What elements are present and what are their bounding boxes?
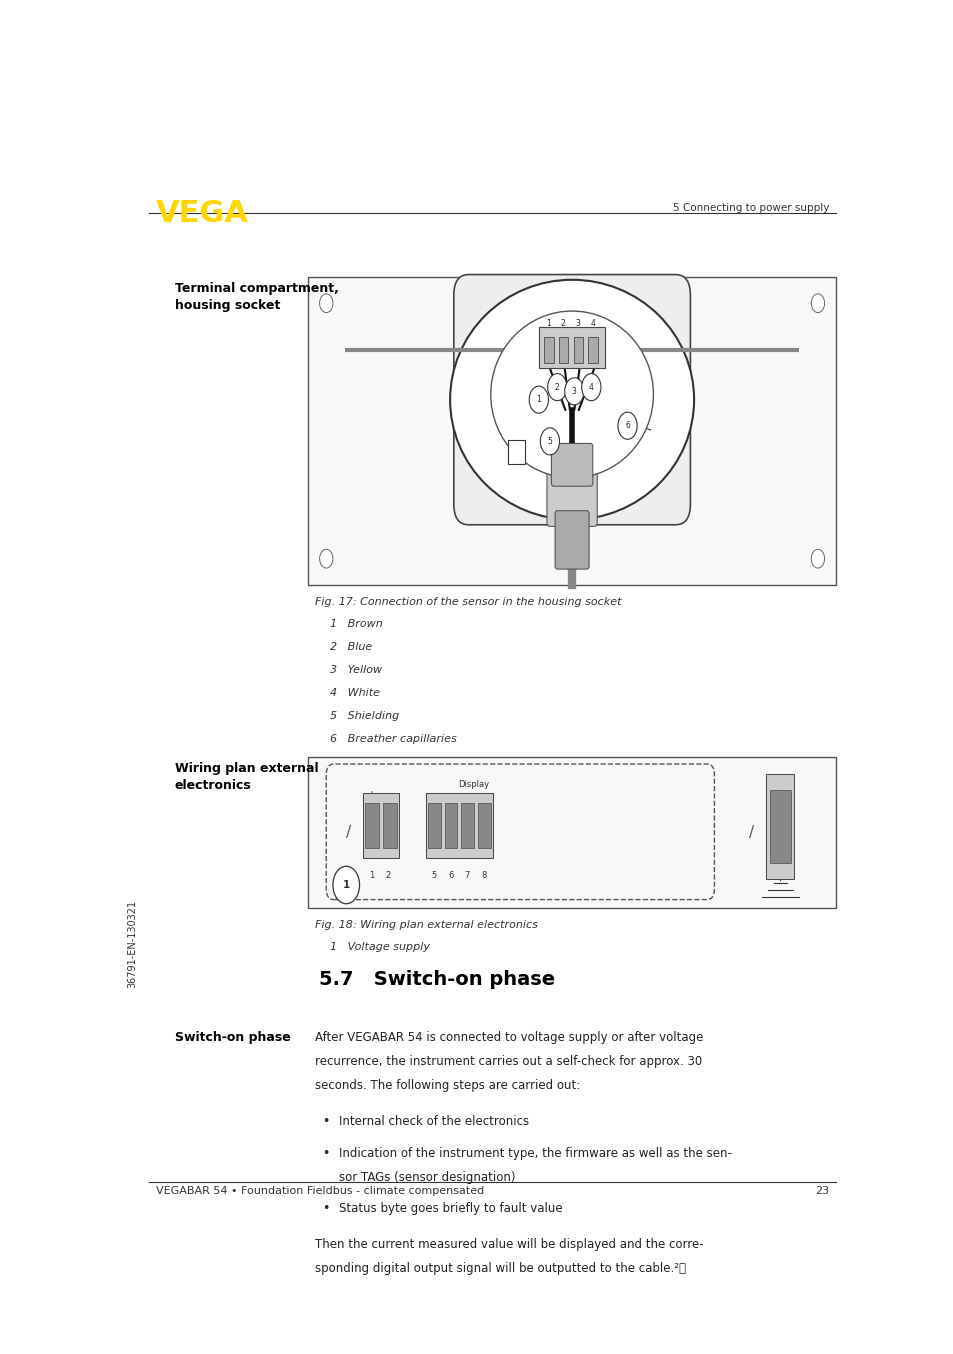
Text: 2: 2 [555, 383, 559, 391]
Text: 3   Yellow: 3 Yellow [330, 665, 382, 676]
Text: 6: 6 [448, 872, 453, 880]
Text: 6: 6 [624, 421, 629, 431]
FancyBboxPatch shape [428, 803, 440, 848]
Text: •: • [322, 1202, 330, 1215]
FancyBboxPatch shape [363, 793, 398, 858]
Text: Wiring plan external
electronics: Wiring plan external electronics [174, 762, 318, 792]
FancyBboxPatch shape [543, 337, 553, 363]
FancyBboxPatch shape [573, 337, 582, 363]
Text: 1   Voltage supply: 1 Voltage supply [330, 942, 430, 952]
Text: 4: 4 [588, 383, 593, 391]
Text: 1: 1 [545, 320, 550, 328]
Text: recurrence, the instrument carries out a self-check for approx. 30: recurrence, the instrument carries out a… [314, 1055, 701, 1068]
Circle shape [539, 428, 559, 455]
Text: 3: 3 [571, 387, 577, 395]
Text: 5: 5 [547, 437, 552, 445]
Circle shape [564, 378, 583, 405]
Text: −: − [384, 791, 392, 800]
FancyBboxPatch shape [765, 774, 794, 879]
Text: 5   Shielding: 5 Shielding [330, 711, 398, 720]
Ellipse shape [490, 311, 653, 478]
Text: 1: 1 [536, 395, 540, 403]
Text: /: / [346, 825, 351, 839]
Text: 2: 2 [385, 872, 391, 880]
FancyBboxPatch shape [546, 460, 597, 527]
Text: 5.7   Switch-on phase: 5.7 Switch-on phase [318, 971, 555, 990]
FancyBboxPatch shape [454, 275, 690, 525]
Text: VEGABAR 54 • Foundation Fieldbus - climate compensated: VEGABAR 54 • Foundation Fieldbus - clima… [156, 1186, 484, 1197]
Text: 3: 3 [575, 320, 579, 328]
Text: 4   White: 4 White [330, 688, 379, 697]
Text: sor TAGs (sensor designation): sor TAGs (sensor designation) [338, 1171, 515, 1183]
Text: /: / [748, 825, 753, 839]
Text: Indication of the instrument type, the firmware as well as the sen-: Indication of the instrument type, the f… [338, 1147, 731, 1159]
Text: 36791-EN-130321: 36791-EN-130321 [128, 900, 137, 988]
Text: After VEGABAR 54 is connected to voltage supply or after voltage: After VEGABAR 54 is connected to voltage… [314, 1030, 702, 1044]
Text: 1: 1 [342, 880, 350, 890]
Circle shape [319, 550, 333, 569]
Text: 23: 23 [814, 1186, 828, 1197]
Text: 1: 1 [369, 872, 374, 880]
Text: 7: 7 [464, 872, 470, 880]
FancyBboxPatch shape [769, 791, 790, 862]
Text: Status byte goes briefly to fault value: Status byte goes briefly to fault value [338, 1202, 562, 1215]
FancyBboxPatch shape [365, 803, 378, 848]
Circle shape [547, 374, 566, 401]
FancyBboxPatch shape [558, 337, 568, 363]
Text: VEGA: VEGA [156, 199, 249, 227]
Text: 8: 8 [481, 872, 486, 880]
FancyBboxPatch shape [588, 337, 598, 363]
FancyBboxPatch shape [308, 757, 836, 909]
Text: 6   Breather capillaries: 6 Breather capillaries [330, 734, 456, 743]
Text: sponding digital output signal will be outputted to the cable.²⧩: sponding digital output signal will be o… [314, 1262, 685, 1275]
Text: 4: 4 [590, 320, 595, 328]
Text: seconds. The following steps are carried out:: seconds. The following steps are carried… [314, 1079, 579, 1091]
Text: +: + [367, 791, 375, 800]
Text: 5 Connecting to power supply: 5 Connecting to power supply [672, 203, 828, 213]
Circle shape [810, 294, 823, 313]
FancyBboxPatch shape [383, 803, 396, 848]
Text: 2   Blue: 2 Blue [330, 642, 372, 653]
Text: Switch-on phase: Switch-on phase [174, 1030, 290, 1044]
Circle shape [319, 294, 333, 313]
Text: Terminal compartment,
housing socket: Terminal compartment, housing socket [174, 283, 338, 313]
FancyBboxPatch shape [551, 444, 592, 486]
FancyBboxPatch shape [308, 278, 836, 585]
Text: 1   Brown: 1 Brown [330, 619, 382, 630]
FancyBboxPatch shape [426, 793, 492, 858]
FancyBboxPatch shape [444, 803, 456, 848]
Circle shape [810, 550, 823, 569]
Text: Fig. 17: Connection of the sensor in the housing socket: Fig. 17: Connection of the sensor in the… [314, 597, 621, 607]
Text: •: • [322, 1116, 330, 1128]
Ellipse shape [450, 280, 694, 520]
Text: Then the current measured value will be displayed and the corre-: Then the current measured value will be … [314, 1239, 703, 1251]
Circle shape [618, 412, 637, 439]
Text: •: • [322, 1147, 330, 1159]
FancyBboxPatch shape [538, 326, 605, 368]
FancyBboxPatch shape [555, 510, 589, 569]
Text: 2: 2 [560, 320, 565, 328]
Circle shape [581, 374, 600, 401]
Text: 5: 5 [431, 872, 436, 880]
Circle shape [529, 386, 548, 413]
Text: Fig. 18: Wiring plan external electronics: Fig. 18: Wiring plan external electronic… [314, 921, 537, 930]
Text: Internal check of the electronics: Internal check of the electronics [338, 1116, 528, 1128]
Text: Display: Display [458, 780, 489, 788]
Circle shape [333, 867, 359, 903]
FancyBboxPatch shape [477, 803, 490, 848]
FancyBboxPatch shape [461, 803, 474, 848]
